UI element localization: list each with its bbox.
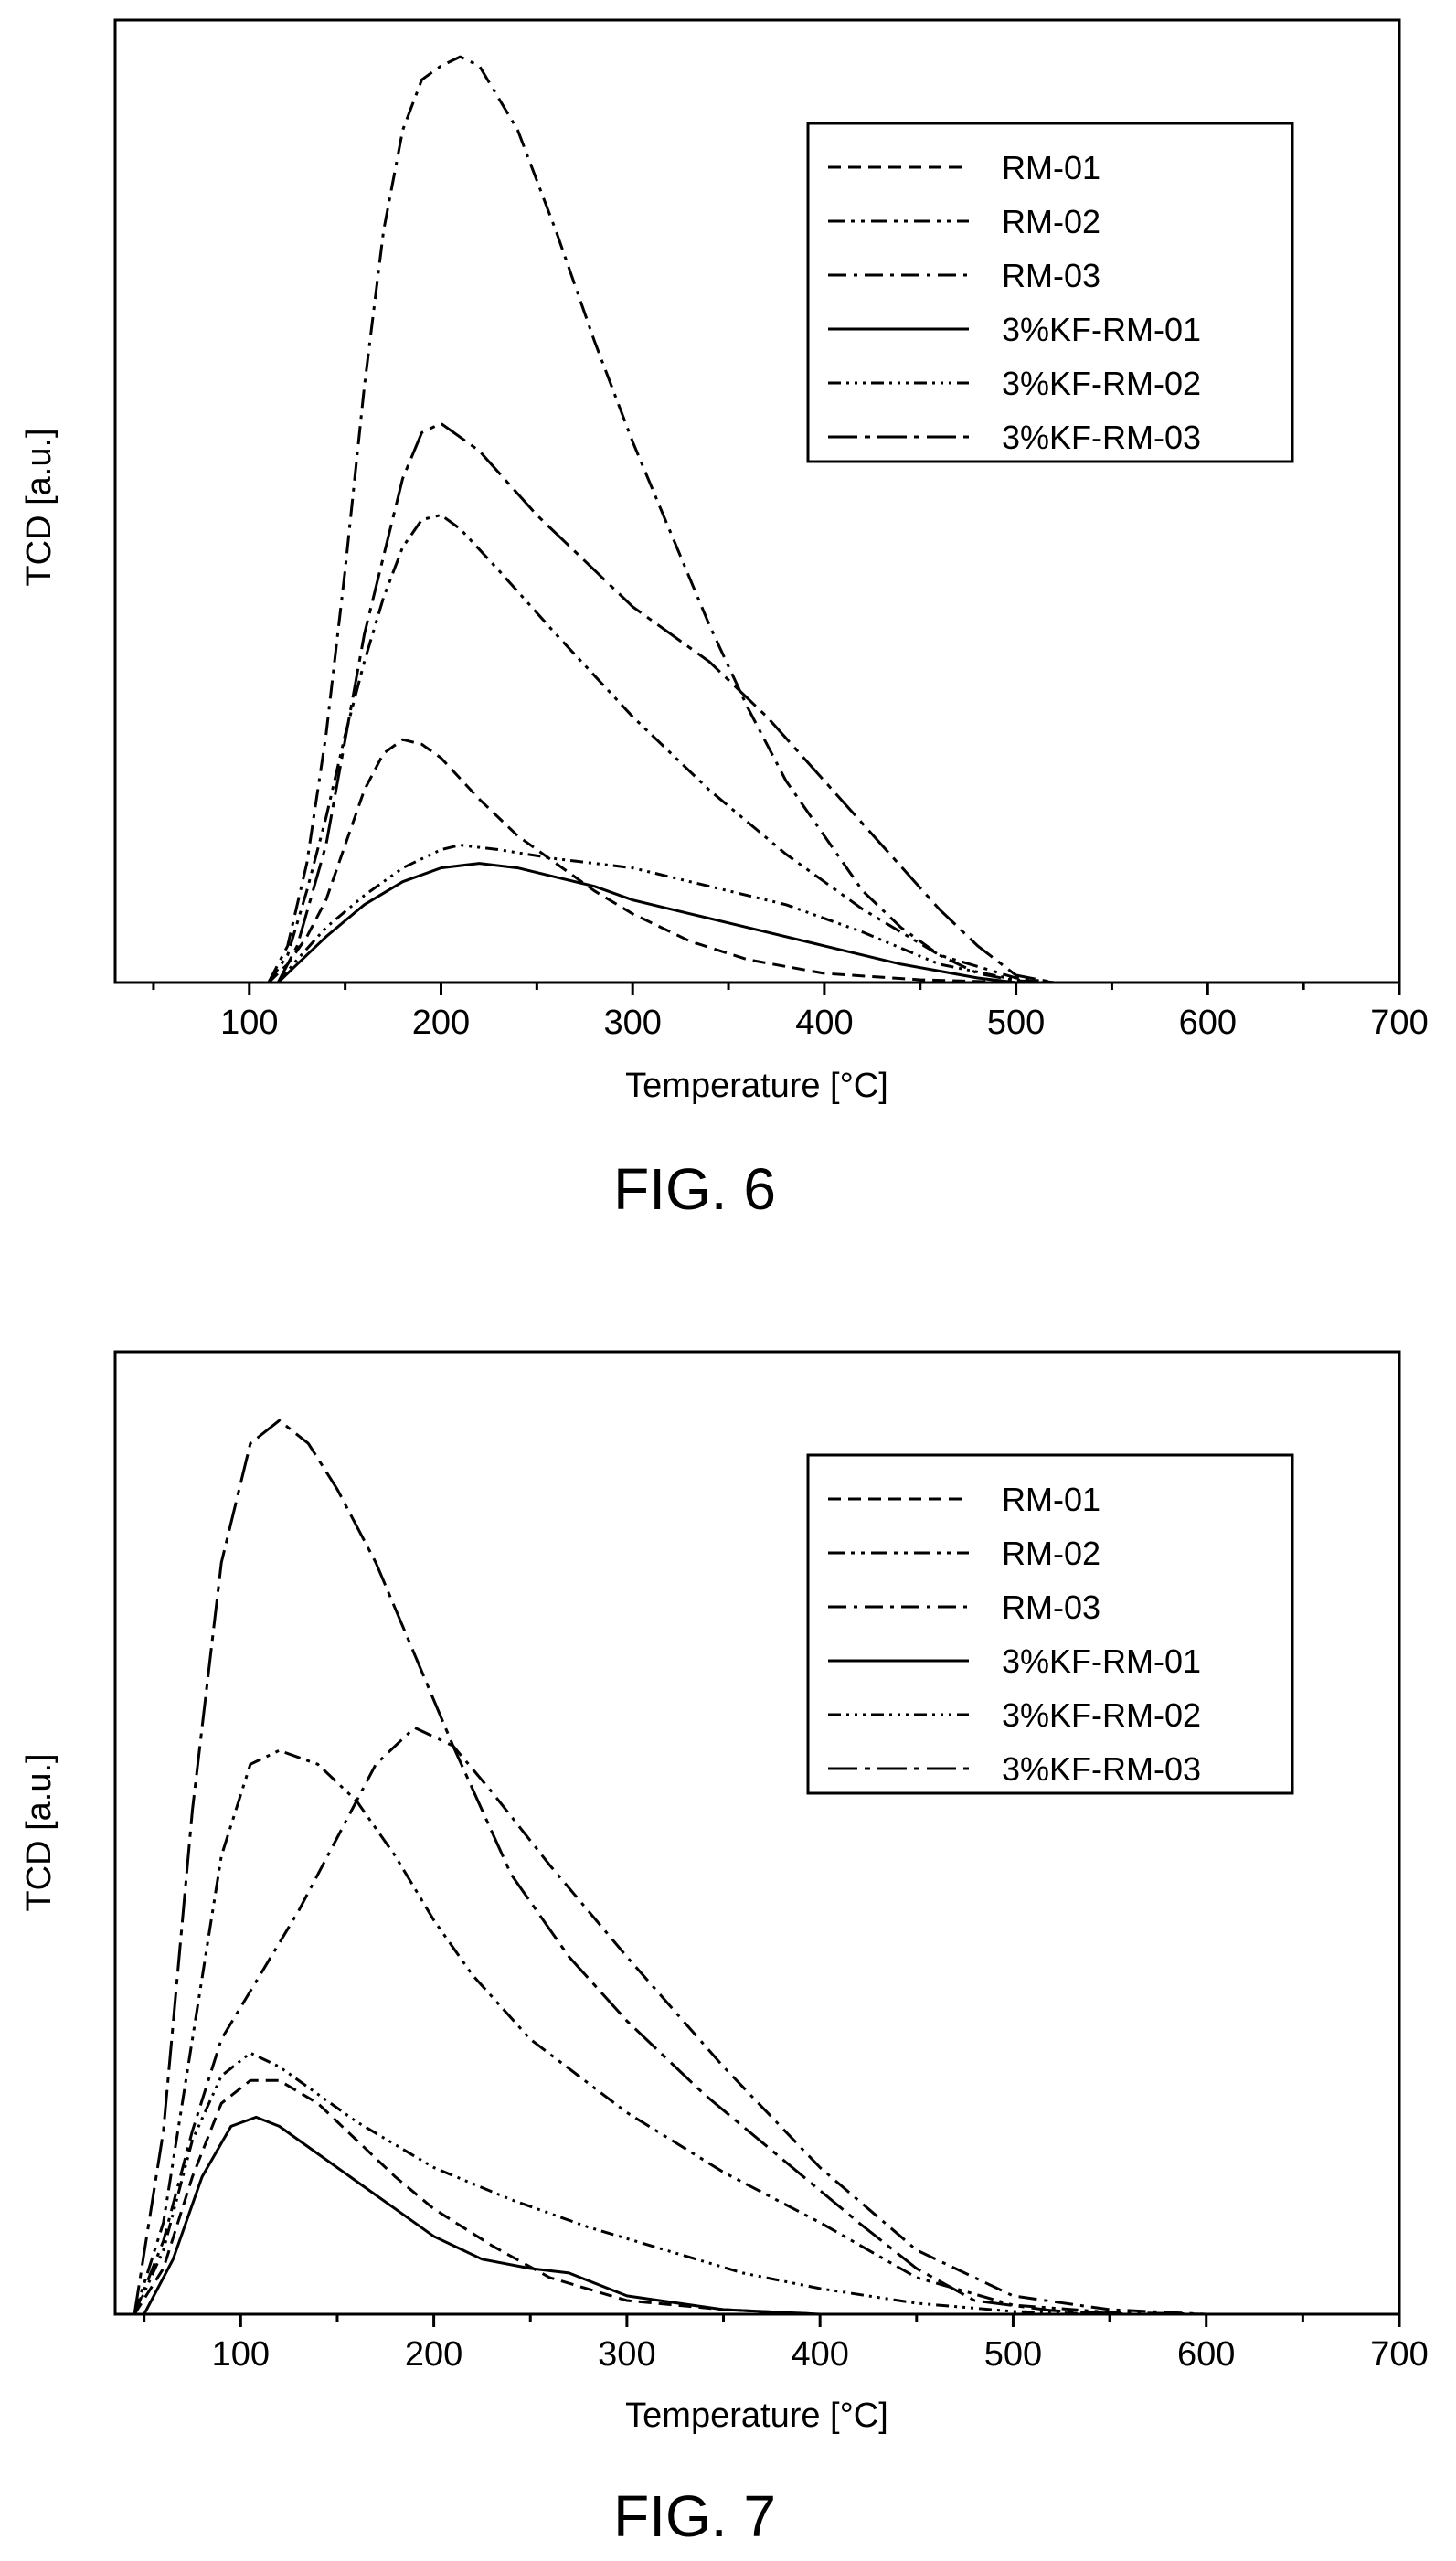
x-tick-label: 500: [987, 1004, 1045, 1042]
series-line-rm-03: [267, 55, 1055, 984]
legend-fig7: RM-01 RM-02 RM-03 3%KF-RM-01 3%KF-RM-02 3%KF-…: [806, 1453, 1294, 1795]
legend-label: 3%KF-RM-01: [1002, 1642, 1201, 1680]
x-tick-label: 700: [1370, 1004, 1428, 1042]
legend-box: [806, 1453, 1294, 1795]
plot-frame-fig7: [113, 1350, 1401, 2316]
series-line-rm-01: [133, 2078, 821, 2316]
series-line-rm-02: [133, 1748, 1206, 2316]
series-lines-fig7: [133, 1419, 1206, 2316]
legend-label: RM-03: [1002, 257, 1100, 294]
legend-label: RM-02: [1002, 203, 1100, 240]
x-tick-label: 600: [1177, 2335, 1235, 2374]
series-line-3-kf-rm-02: [277, 844, 1055, 984]
y-axis-label-fig7: TCD [a.u.]: [20, 1753, 58, 1911]
series-line-rm-02: [267, 514, 1055, 984]
x-tick-label: 400: [791, 2335, 848, 2374]
x-tick-label: 200: [412, 1004, 470, 1042]
x-tick-label: 600: [1179, 1004, 1237, 1042]
x-axis-label-fig7: Temperature [°C]: [625, 2396, 888, 2435]
legend-label: RM-03: [1002, 1589, 1100, 1626]
legend-label: 3%KF-RM-03: [1002, 1750, 1201, 1788]
series-line-rm-01: [267, 738, 1016, 984]
x-tick-label: 500: [984, 2335, 1042, 2374]
x-tick-label: 100: [220, 1004, 278, 1042]
x-tick-label: 300: [598, 2335, 655, 2374]
x-tick-label: 200: [405, 2335, 462, 2374]
legend-box: [806, 122, 1294, 463]
legend-label: RM-02: [1002, 1535, 1100, 1572]
x-tick-label: 700: [1370, 2335, 1428, 2374]
x-ticks-fig7: 100 200 300 400 500 600 700: [143, 2314, 1429, 2374]
legend-label: 3%KF-RM-03: [1002, 419, 1201, 456]
series-line-3-kf-rm-01: [277, 862, 1016, 984]
x-ticks-fig6: 100 200 300 400 500 600 700: [152, 983, 1429, 1042]
figure-caption-fig7: FIG. 7: [613, 2483, 776, 2549]
series-line-3-kf-rm-03: [133, 1419, 1130, 2316]
x-tick-label: 300: [603, 1004, 661, 1042]
series-line-3-kf-rm-01: [143, 2115, 821, 2316]
series-line-3-kf-rm-02: [133, 2051, 1111, 2316]
x-axis-label-fig6: Temperature [°C]: [625, 1067, 888, 1105]
x-tick-label: 400: [795, 1004, 853, 1042]
legend-label: 3%KF-RM-02: [1002, 365, 1201, 402]
series-line-3-kf-rm-03: [276, 421, 1055, 984]
series-lines-fig6: [267, 55, 1055, 984]
series-line-rm-03: [133, 1726, 1206, 2316]
legend-label: 3%KF-RM-02: [1002, 1696, 1201, 1734]
figure-caption-fig6: FIG. 6: [613, 1156, 776, 1222]
x-tick-label: 100: [212, 2335, 270, 2374]
chart-fig7: 100 200 300 400 500 600 700 Temperature [°C] T…: [20, 1350, 1429, 2549]
legend-fig6: RM-01 RM-02 RM-03 3%KF-RM-01 3%KF-RM-02 3%KF-…: [806, 122, 1294, 463]
legend-label: RM-01: [1002, 1481, 1100, 1518]
plot-frame-fig6: [113, 18, 1401, 984]
chart-fig6: 100 200 300 400 500 600 700 Temperature [°C] T…: [20, 18, 1429, 1222]
y-axis-label-fig6: TCD [a.u.]: [20, 428, 58, 586]
legend-label: RM-01: [1002, 149, 1100, 186]
legend-label: 3%KF-RM-01: [1002, 311, 1201, 348]
